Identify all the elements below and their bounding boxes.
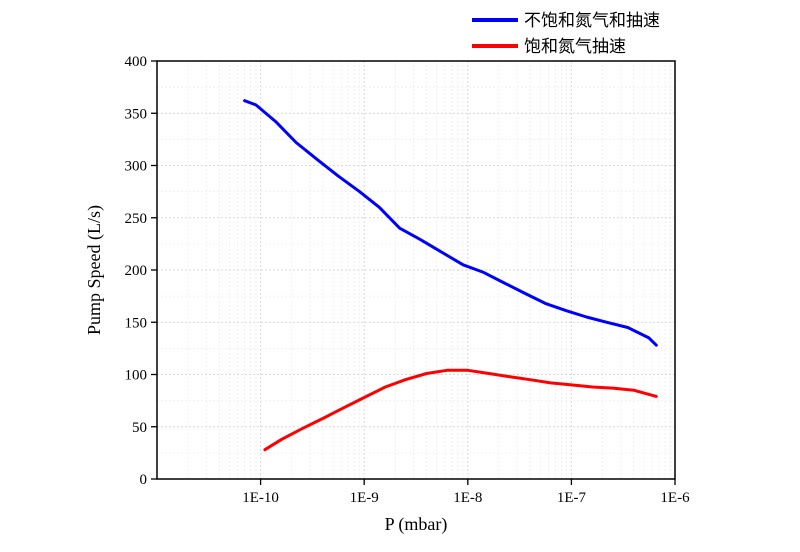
- x-tick-label: 1E-9: [350, 490, 379, 506]
- y-tick-label: 350: [125, 106, 148, 122]
- axis-ticks: 1E-10 1E-9 1E-8 1E-7 1E-6 0 50 100 150 200 250 300 3…: [125, 54, 691, 506]
- y-tick-label: 250: [125, 211, 148, 227]
- x-tick-label: 1E-8: [453, 490, 482, 506]
- y-tick-label: 150: [125, 315, 148, 331]
- legend-label-2: 饱和氮气抽速: [524, 37, 626, 57]
- y-tick-label: 100: [125, 368, 148, 384]
- series-lines: [243, 99, 658, 452]
- y-tick-label: 200: [125, 263, 148, 279]
- series-line-1: [243, 99, 658, 347]
- grid: [157, 61, 675, 479]
- x-tick-label: 1E-7: [557, 490, 587, 506]
- y-tick-label: 300: [125, 159, 148, 175]
- x-tick-label: 1E-6: [660, 490, 690, 506]
- y-tick-label: 0: [140, 472, 148, 488]
- y-axis-title: Pump Speed (L/s): [84, 205, 105, 335]
- series-line-2: [263, 368, 658, 452]
- legend-label-1: 不饱和氮气和抽速: [524, 11, 660, 31]
- y-tick-label: 50: [132, 420, 147, 436]
- y-tick-label: 400: [125, 54, 148, 70]
- x-tick-label: 1E-10: [242, 490, 279, 506]
- x-axis-title: P (mbar): [385, 514, 448, 535]
